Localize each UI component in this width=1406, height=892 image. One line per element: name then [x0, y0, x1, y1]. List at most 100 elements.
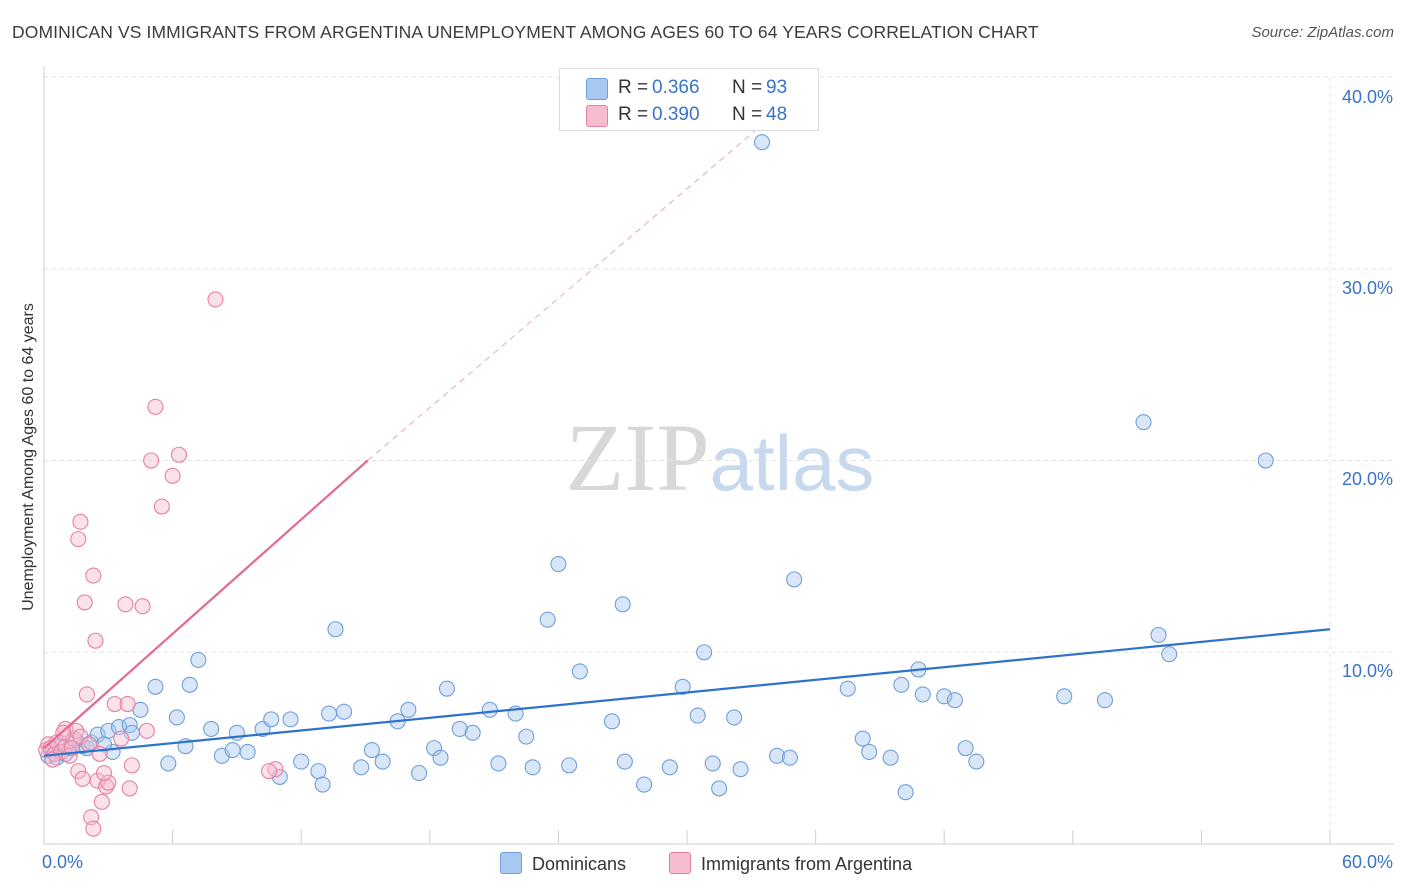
dominican-point: [893, 676, 910, 693]
source-label: Source: ZipAtlas.com: [1251, 24, 1394, 41]
argentina-point: [164, 467, 181, 484]
dominican-point: [518, 728, 535, 745]
argentina-point: [93, 793, 110, 810]
dominican-point: [293, 753, 310, 770]
dominican-point: [1135, 414, 1152, 431]
legend-item-argentina: Immigrants from Argentina: [669, 852, 912, 875]
argentina-point: [74, 770, 91, 787]
dominican-point: [704, 755, 721, 772]
dominican-point: [957, 740, 974, 757]
dominican-point: [481, 701, 498, 718]
dominican-point: [689, 707, 706, 724]
legend-swatch-dominicans: [500, 852, 522, 874]
argentina-point: [153, 498, 170, 515]
dominican-point: [550, 555, 567, 573]
n-label: N =: [732, 77, 763, 98]
dominican-point: [224, 741, 241, 759]
legend-swatch-argentina: [586, 105, 608, 127]
dominican-point: [616, 753, 633, 770]
legend-item-dominicans: Dominicans: [500, 852, 626, 875]
argentina-point: [91, 745, 108, 762]
argentina-trend-line: [43, 459, 369, 749]
argentina-point: [100, 774, 117, 791]
dominican-point: [400, 701, 417, 718]
dominican-point: [854, 730, 871, 747]
dominican-point: [239, 743, 256, 761]
argentina-point: [143, 452, 160, 469]
dominican-point: [321, 705, 338, 722]
dominican-point: [732, 761, 749, 778]
dominican-point: [661, 759, 678, 776]
dominican-point: [464, 724, 481, 741]
dominican-point: [711, 780, 728, 797]
r-label: R =: [618, 104, 649, 125]
n-value-dominicans: 93: [766, 77, 788, 98]
argentina-point: [70, 531, 87, 548]
dominican-point: [336, 703, 353, 720]
argentina-trend-extension: [367, 124, 763, 461]
argentina-point: [85, 567, 102, 584]
dominican-point: [968, 753, 985, 770]
argentina-point: [95, 765, 113, 782]
x-tick-label-max: 60.0%: [1341, 852, 1393, 872]
argentina-point: [106, 695, 123, 713]
dominican-point: [571, 663, 588, 680]
argentina-point: [117, 596, 134, 613]
argentina-point: [76, 594, 93, 611]
argentina-point: [78, 686, 95, 703]
argentina-point: [113, 730, 130, 747]
correlation-legend: R = 0.366 N = 93 R = 0.390 N = 48: [559, 68, 819, 131]
dominican-point: [524, 759, 541, 776]
argentina-point: [123, 757, 140, 774]
argentina-point: [207, 291, 224, 308]
argentina-point: [138, 722, 155, 739]
dominican-point: [181, 676, 198, 693]
dominican-point: [539, 611, 556, 628]
argentina-point: [85, 820, 102, 837]
argentina-point: [121, 780, 138, 797]
dominican-point: [490, 755, 507, 772]
dominican-point: [310, 763, 327, 780]
legend-label-argentina: Immigrants from Argentina: [701, 854, 913, 874]
argentina-point: [70, 763, 87, 780]
dominican-point: [603, 713, 621, 730]
dominican-point: [411, 765, 428, 782]
dominican-point: [314, 776, 331, 793]
argentina-point: [119, 695, 136, 713]
dominican-point: [696, 644, 713, 661]
dominican-point: [353, 759, 370, 776]
y-tick-label-20: 20.0%: [1341, 469, 1393, 489]
dominican-point: [168, 709, 185, 726]
argentina-point: [170, 446, 188, 463]
dominican-point: [786, 571, 803, 588]
dominican-point: [147, 678, 164, 695]
trend-lines: [43, 459, 1331, 757]
watermark-zip: ZIP: [566, 404, 710, 511]
dominican-point: [363, 741, 380, 759]
dominican-point: [374, 753, 391, 770]
dominican-point: [768, 747, 786, 764]
dominican-point: [1161, 646, 1178, 663]
n-value-argentina: 48: [766, 104, 788, 125]
argentina-point: [147, 398, 164, 415]
dominican-point: [946, 692, 963, 709]
dominican-point: [914, 686, 931, 703]
chart-title: DOMINICAN VS IMMIGRANTS FROM ARGENTINA U…: [12, 22, 1039, 42]
argentina-point: [72, 513, 89, 530]
dominican-point: [327, 621, 344, 638]
argentina-point: [260, 763, 278, 780]
dominican-point: [1150, 626, 1167, 644]
dominican-point: [753, 134, 771, 151]
x-tick-label-min: 0.0%: [42, 852, 84, 872]
dominican-point: [263, 711, 280, 728]
y-tick-label-10: 10.0%: [1341, 661, 1393, 681]
dominican-point: [160, 755, 177, 772]
dominican-point: [282, 711, 299, 728]
r-label: R =: [618, 77, 649, 98]
y-tick-label-30: 30.0%: [1341, 278, 1393, 298]
dominican-point: [897, 784, 914, 801]
dominican-point: [861, 743, 878, 761]
dominican-point: [1056, 688, 1073, 705]
legend-swatch-argentina: [669, 852, 691, 874]
axes: [43, 66, 1394, 845]
